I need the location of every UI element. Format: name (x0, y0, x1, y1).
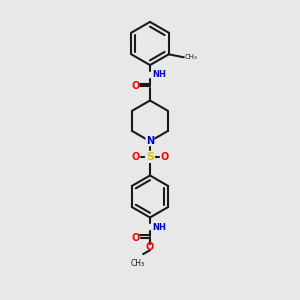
Text: CH₃: CH₃ (184, 54, 197, 60)
Text: O: O (132, 232, 140, 243)
Text: O: O (160, 152, 169, 162)
Text: CH₃: CH₃ (131, 259, 145, 268)
Text: O: O (131, 152, 140, 162)
Text: S: S (146, 152, 154, 162)
Text: NH: NH (152, 70, 166, 80)
Text: N: N (146, 136, 154, 146)
Text: O: O (146, 242, 154, 252)
Text: O: O (131, 81, 140, 92)
Text: NH: NH (152, 223, 166, 232)
